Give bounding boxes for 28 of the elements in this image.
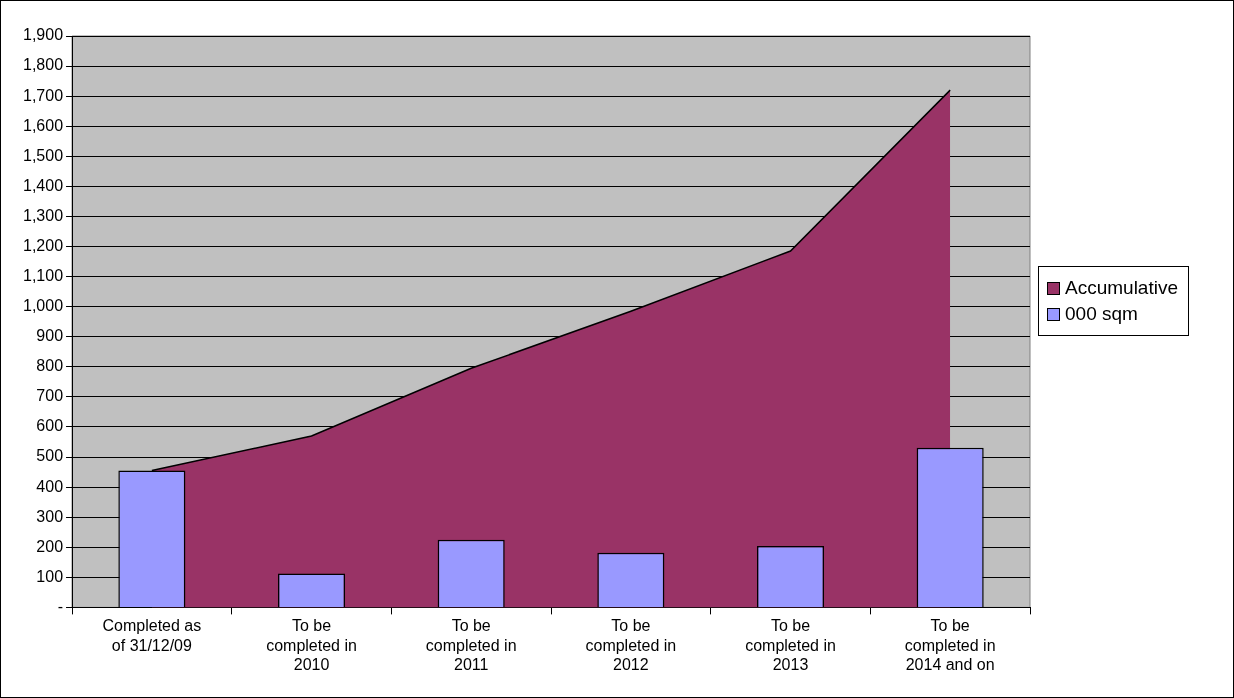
- x-tick-label: To be completed in 2010: [266, 617, 357, 673]
- y-tick-label: -: [57, 597, 64, 615]
- x-tick-label: To be completed in 2011: [425, 617, 517, 673]
- x-tick-label: To be completed in 2012: [585, 617, 677, 673]
- y-tick-label: 800: [36, 357, 64, 375]
- y-tick-label: 1,200: [22, 236, 64, 254]
- y-tick-label: 1,700: [22, 86, 64, 104]
- y-tick-label: 500: [36, 447, 64, 465]
- y-tick-label: 600: [36, 417, 64, 435]
- y-tick-label: 100: [36, 567, 64, 585]
- y-tick-label: 400: [36, 477, 64, 495]
- y-tick-label: 1,300: [22, 206, 64, 224]
- legend-label: 000 sqm: [1065, 303, 1138, 325]
- x-tick-label: Completed as of 31/12/09: [102, 617, 202, 654]
- y-tick-label: 1,400: [22, 176, 64, 194]
- y-tick-label: 1,800: [22, 56, 64, 74]
- y-tick-label: 700: [36, 387, 64, 405]
- y-tick-label: 1,900: [22, 26, 64, 44]
- y-tick-label: 1,100: [22, 267, 64, 284]
- x-tick-label: To be completed in 2014 and on: [904, 617, 996, 673]
- y-tick-label: 300: [36, 507, 64, 525]
- y-tick-label: 1,000: [22, 297, 64, 315]
- y-tick-label: 1,500: [22, 146, 64, 164]
- y-tick-label: 900: [36, 327, 64, 345]
- x-tick-label: To be completed in 2013: [745, 617, 836, 673]
- y-tick-label: 1,600: [22, 116, 64, 134]
- legend-label: Accumulative: [1065, 277, 1178, 299]
- y-tick-label: 200: [36, 537, 64, 555]
